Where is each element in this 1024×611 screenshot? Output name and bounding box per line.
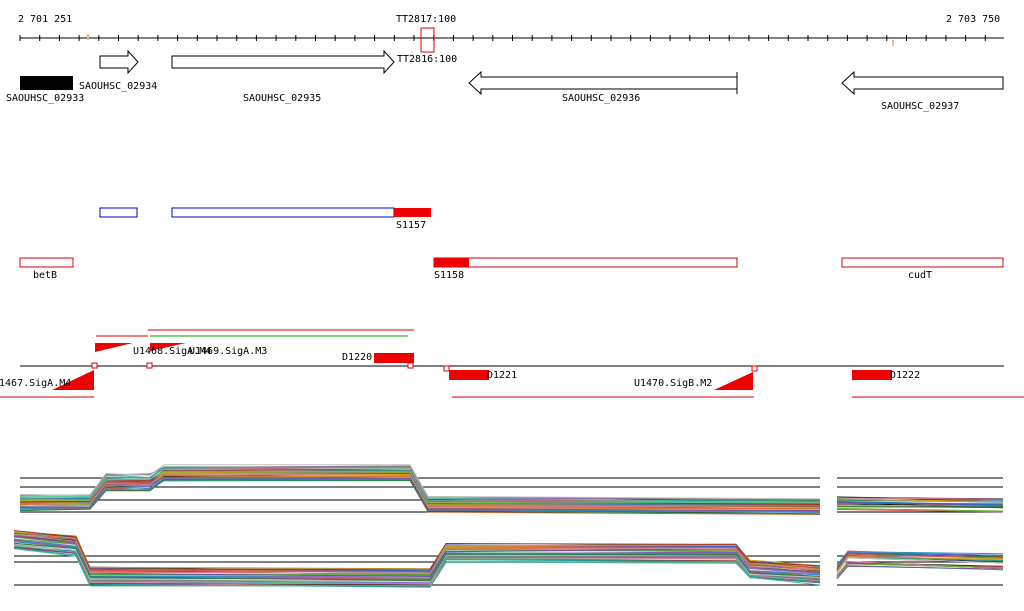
segment-box[interactable] [841, 257, 1004, 268]
segment-highlight[interactable] [434, 258, 469, 267]
segment-box[interactable] [19, 257, 74, 268]
expression-profile-line [836, 565, 1004, 580]
promoter-anchor [443, 365, 450, 372]
expression-track-reverse [13, 530, 1004, 588]
expression-profile-line [836, 507, 1004, 512]
terminator-label-forward: TT2817:100 [396, 14, 456, 25]
expression-profile-line [836, 556, 1004, 572]
promoter-block[interactable] [449, 370, 489, 380]
expression-profile-line [13, 533, 821, 575]
segment-label: S1157 [396, 220, 426, 231]
gene-arrow-forward[interactable] [99, 49, 139, 75]
segment-label: cudT [908, 270, 932, 281]
gene-label: SAOUHSC_02936 [562, 93, 640, 104]
gene-label: SAOUHSC_02933 [6, 93, 84, 104]
expression-profile-line [13, 540, 821, 579]
gene-track: SAOUHSC_02933 SAOUHSC_02934 SAOUHSC_0293… [6, 49, 1004, 112]
promoter-anchor [407, 362, 414, 369]
segment-box[interactable] [171, 207, 395, 218]
expression-profile-line [19, 467, 821, 503]
promoter-label: U1469.SigA.M3 [189, 346, 267, 357]
expression-profile-line [13, 548, 821, 587]
ruler-end-label: 2 703 750 [946, 14, 1000, 25]
promoter-label: D1222 [890, 370, 920, 381]
promoter-wedge[interactable] [150, 343, 186, 351]
expression-profile-line [19, 470, 821, 504]
promoter-label: U1470.SigB.M2 [634, 378, 712, 389]
promoter-wedge[interactable] [714, 372, 753, 390]
promoter-track: U1467.SigA.M4 U1468.SigA.M4 U1469.SigA.M… [0, 329, 1024, 398]
segment-label: S1158 [434, 270, 464, 281]
terminator-box[interactable] [420, 27, 435, 53]
expression-profile-line [19, 479, 821, 515]
expression-profile-line [19, 473, 821, 508]
segment-box[interactable] [99, 207, 138, 218]
gene-arrow-reverse[interactable] [841, 70, 1004, 96]
expression-profile-line [836, 551, 1004, 566]
promoter-label: D1220 [342, 352, 372, 363]
expression-profile-line [836, 509, 1004, 513]
promoter-anchor [146, 362, 153, 369]
gene-label: SAOUHSC_02935 [243, 93, 321, 104]
promoter-block[interactable] [852, 370, 892, 380]
segment-track-forward: S1157 [99, 207, 431, 231]
promoter-wedge[interactable] [95, 343, 133, 352]
expression-profile-line [13, 530, 821, 570]
segment-highlight[interactable] [394, 208, 431, 217]
segment-label: betB [33, 270, 57, 281]
profile-gap [821, 460, 835, 600]
coordinate-ruler: 2 701 251 2 703 750 TT2817:100 TT2816:10… [18, 14, 1004, 65]
promoter-anchor [91, 362, 98, 369]
expression-track-forward [19, 464, 1004, 515]
promoter-label: D1221 [487, 370, 517, 381]
expression-profile-line [836, 552, 1004, 568]
expression-profile-line [836, 553, 1004, 569]
expression-profile-line [836, 563, 1004, 578]
promoter-anchor [751, 365, 758, 372]
promoter-wedge[interactable] [52, 370, 94, 390]
expression-profile-line [836, 501, 1004, 506]
expression-profile-line [836, 497, 1004, 500]
expression-profile-line [13, 542, 821, 582]
expression-profile-line [836, 498, 1004, 502]
expression-profiles [13, 460, 1004, 600]
gene-label: SAOUHSC_02937 [881, 101, 959, 112]
expression-profile-line [19, 464, 821, 500]
expression-profile-line [836, 557, 1004, 574]
promoter-block[interactable] [374, 353, 414, 363]
promoter-label: U1467.SigA.M4 [0, 378, 71, 389]
segment-track-reverse: betB S1158 cudT [19, 257, 1004, 281]
terminator-label-reverse: TT2816:100 [397, 54, 457, 65]
ruler-start-label: 2 701 251 [18, 14, 72, 25]
expression-profile-line [19, 477, 821, 511]
segment-box[interactable] [433, 257, 738, 268]
gene-label: SAOUHSC_02934 [79, 81, 157, 92]
gene-arrow-forward[interactable] [171, 49, 395, 75]
promoter-label: U1468.SigA.M4 [133, 346, 211, 357]
gene-block[interactable] [20, 76, 73, 90]
gene-arrow-reverse[interactable] [468, 70, 738, 96]
